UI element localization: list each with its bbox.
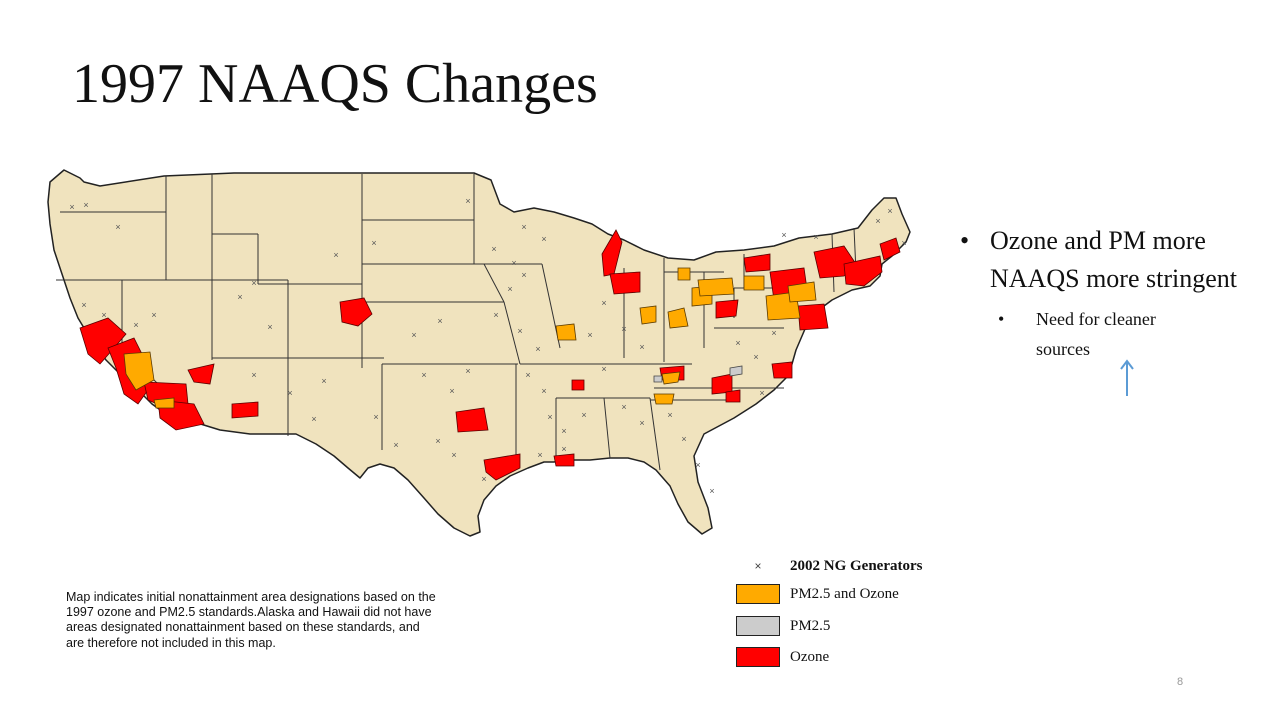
svg-text:×: × xyxy=(493,310,498,320)
sub-bullet-text: Need for cleaner sources xyxy=(1036,309,1156,359)
svg-text:×: × xyxy=(759,388,764,398)
svg-text:×: × xyxy=(451,450,456,460)
legend-swatch xyxy=(736,647,780,667)
svg-text:×: × xyxy=(813,232,818,242)
svg-text:×: × xyxy=(771,328,776,338)
svg-text:×: × xyxy=(83,200,88,210)
bullet-list: • Ozone and PM more NAAQS more stringent… xyxy=(960,222,1278,364)
svg-text:×: × xyxy=(465,366,470,376)
svg-text:×: × xyxy=(709,486,714,496)
svg-text:×: × xyxy=(133,320,138,330)
legend-item-pm25-ozone: PM2.5 and Ozone xyxy=(736,582,899,606)
svg-text:×: × xyxy=(371,238,376,248)
svg-text:×: × xyxy=(875,216,880,226)
nonattainment-map: × × × × × × × × × × × × × × × × × × × × × × × × × × × × × × … xyxy=(44,168,934,540)
svg-text:×: × xyxy=(435,436,440,446)
legend-swatch xyxy=(736,616,780,636)
caption-line: Map indicates initial nonattainment area… xyxy=(66,590,436,604)
us-outline xyxy=(47,169,911,537)
svg-text:×: × xyxy=(639,342,644,352)
svg-text:×: × xyxy=(521,270,526,280)
svg-text:×: × xyxy=(393,440,398,450)
svg-text:×: × xyxy=(781,230,786,240)
svg-text:×: × xyxy=(321,376,326,386)
legend-label: 2002 NG Generators xyxy=(790,557,923,574)
ng-generator-markers: × ×× ××× ××× ××× ××× ××× ××× ××× ××× ××× … xyxy=(69,196,906,496)
svg-text:×: × xyxy=(695,460,700,470)
svg-text:×: × xyxy=(667,410,672,420)
caption-line: 1997 ozone and PM2.5 standards.Alaska an… xyxy=(66,605,432,620)
svg-text:×: × xyxy=(521,222,526,232)
svg-text:×: × xyxy=(437,316,442,326)
svg-text:×: × xyxy=(753,352,758,362)
svg-text:×: × xyxy=(421,370,426,380)
pm25-and-ozone-areas xyxy=(123,267,817,409)
svg-text:×: × xyxy=(115,222,120,232)
sub-bullet-item: • Need for cleaner sources xyxy=(998,304,1206,364)
map-caption: Map indicates initial nonattainment area… xyxy=(66,590,466,651)
caption-line: are therefore not included in this map. xyxy=(66,635,276,650)
svg-text:×: × xyxy=(287,388,292,398)
pm25-areas xyxy=(653,365,743,383)
svg-text:×: × xyxy=(541,234,546,244)
svg-text:×: × xyxy=(311,414,316,424)
legend-swatch xyxy=(736,584,780,604)
legend-label: PM2.5 and Ozone xyxy=(790,585,899,602)
svg-text:×: × xyxy=(621,402,626,412)
svg-text:×: × xyxy=(537,450,542,460)
svg-text:×: × xyxy=(639,418,644,428)
svg-text:×: × xyxy=(541,386,546,396)
bullet-dot-icon: • xyxy=(998,309,1005,329)
legend-item-ozone: Ozone xyxy=(736,645,829,669)
svg-text:×: × xyxy=(237,292,242,302)
svg-text:×: × xyxy=(681,434,686,444)
svg-text:×: × xyxy=(621,324,626,334)
legend-item-generators: × 2002 NG Generators xyxy=(736,554,922,578)
svg-text:×: × xyxy=(601,364,606,374)
us-map-svg: × ×× ××× ××× ××× ××× ××× ××× ××× ××× ××× … xyxy=(47,169,911,537)
svg-text:×: × xyxy=(465,196,470,206)
up-arrow-icon xyxy=(1119,358,1135,403)
svg-text:×: × xyxy=(491,244,496,254)
svg-text:×: × xyxy=(525,370,530,380)
svg-text:×: × xyxy=(251,278,256,288)
slide-title: 1997 NAAQS Changes xyxy=(72,53,598,115)
bullet-text: Ozone and PM more NAAQS more stringent xyxy=(990,226,1237,293)
svg-text:×: × xyxy=(735,338,740,348)
svg-text:×: × xyxy=(587,330,592,340)
svg-text:×: × xyxy=(333,250,338,260)
svg-text:×: × xyxy=(69,202,74,212)
svg-text:×: × xyxy=(561,444,566,454)
svg-text:×: × xyxy=(535,344,540,354)
legend-label: PM2.5 xyxy=(790,617,831,634)
svg-text:×: × xyxy=(601,298,606,308)
bullet-dot-icon: • xyxy=(960,226,970,255)
svg-text:×: × xyxy=(507,284,512,294)
svg-text:×: × xyxy=(101,310,106,320)
svg-text:×: × xyxy=(81,300,86,310)
svg-text:×: × xyxy=(517,326,522,336)
generator-marker-icon: × xyxy=(754,559,762,573)
legend-label: Ozone xyxy=(790,648,830,665)
svg-text:×: × xyxy=(901,238,906,248)
svg-text:×: × xyxy=(511,258,516,268)
page-number: 8 xyxy=(1176,676,1184,688)
bullet-item: • Ozone and PM more NAAQS more stringent xyxy=(960,222,1278,298)
svg-text:×: × xyxy=(411,330,416,340)
caption-line: areas designated nonattainment based on … xyxy=(66,620,420,635)
svg-text:×: × xyxy=(267,322,272,332)
svg-text:×: × xyxy=(481,474,486,484)
svg-text:×: × xyxy=(561,426,566,436)
svg-text:×: × xyxy=(581,410,586,420)
svg-text:×: × xyxy=(887,206,892,216)
svg-text:×: × xyxy=(251,370,256,380)
svg-text:×: × xyxy=(547,412,552,422)
svg-text:×: × xyxy=(151,310,156,320)
svg-text:×: × xyxy=(449,386,454,396)
legend-item-pm25: PM2.5 xyxy=(736,614,830,638)
svg-text:×: × xyxy=(373,412,378,422)
